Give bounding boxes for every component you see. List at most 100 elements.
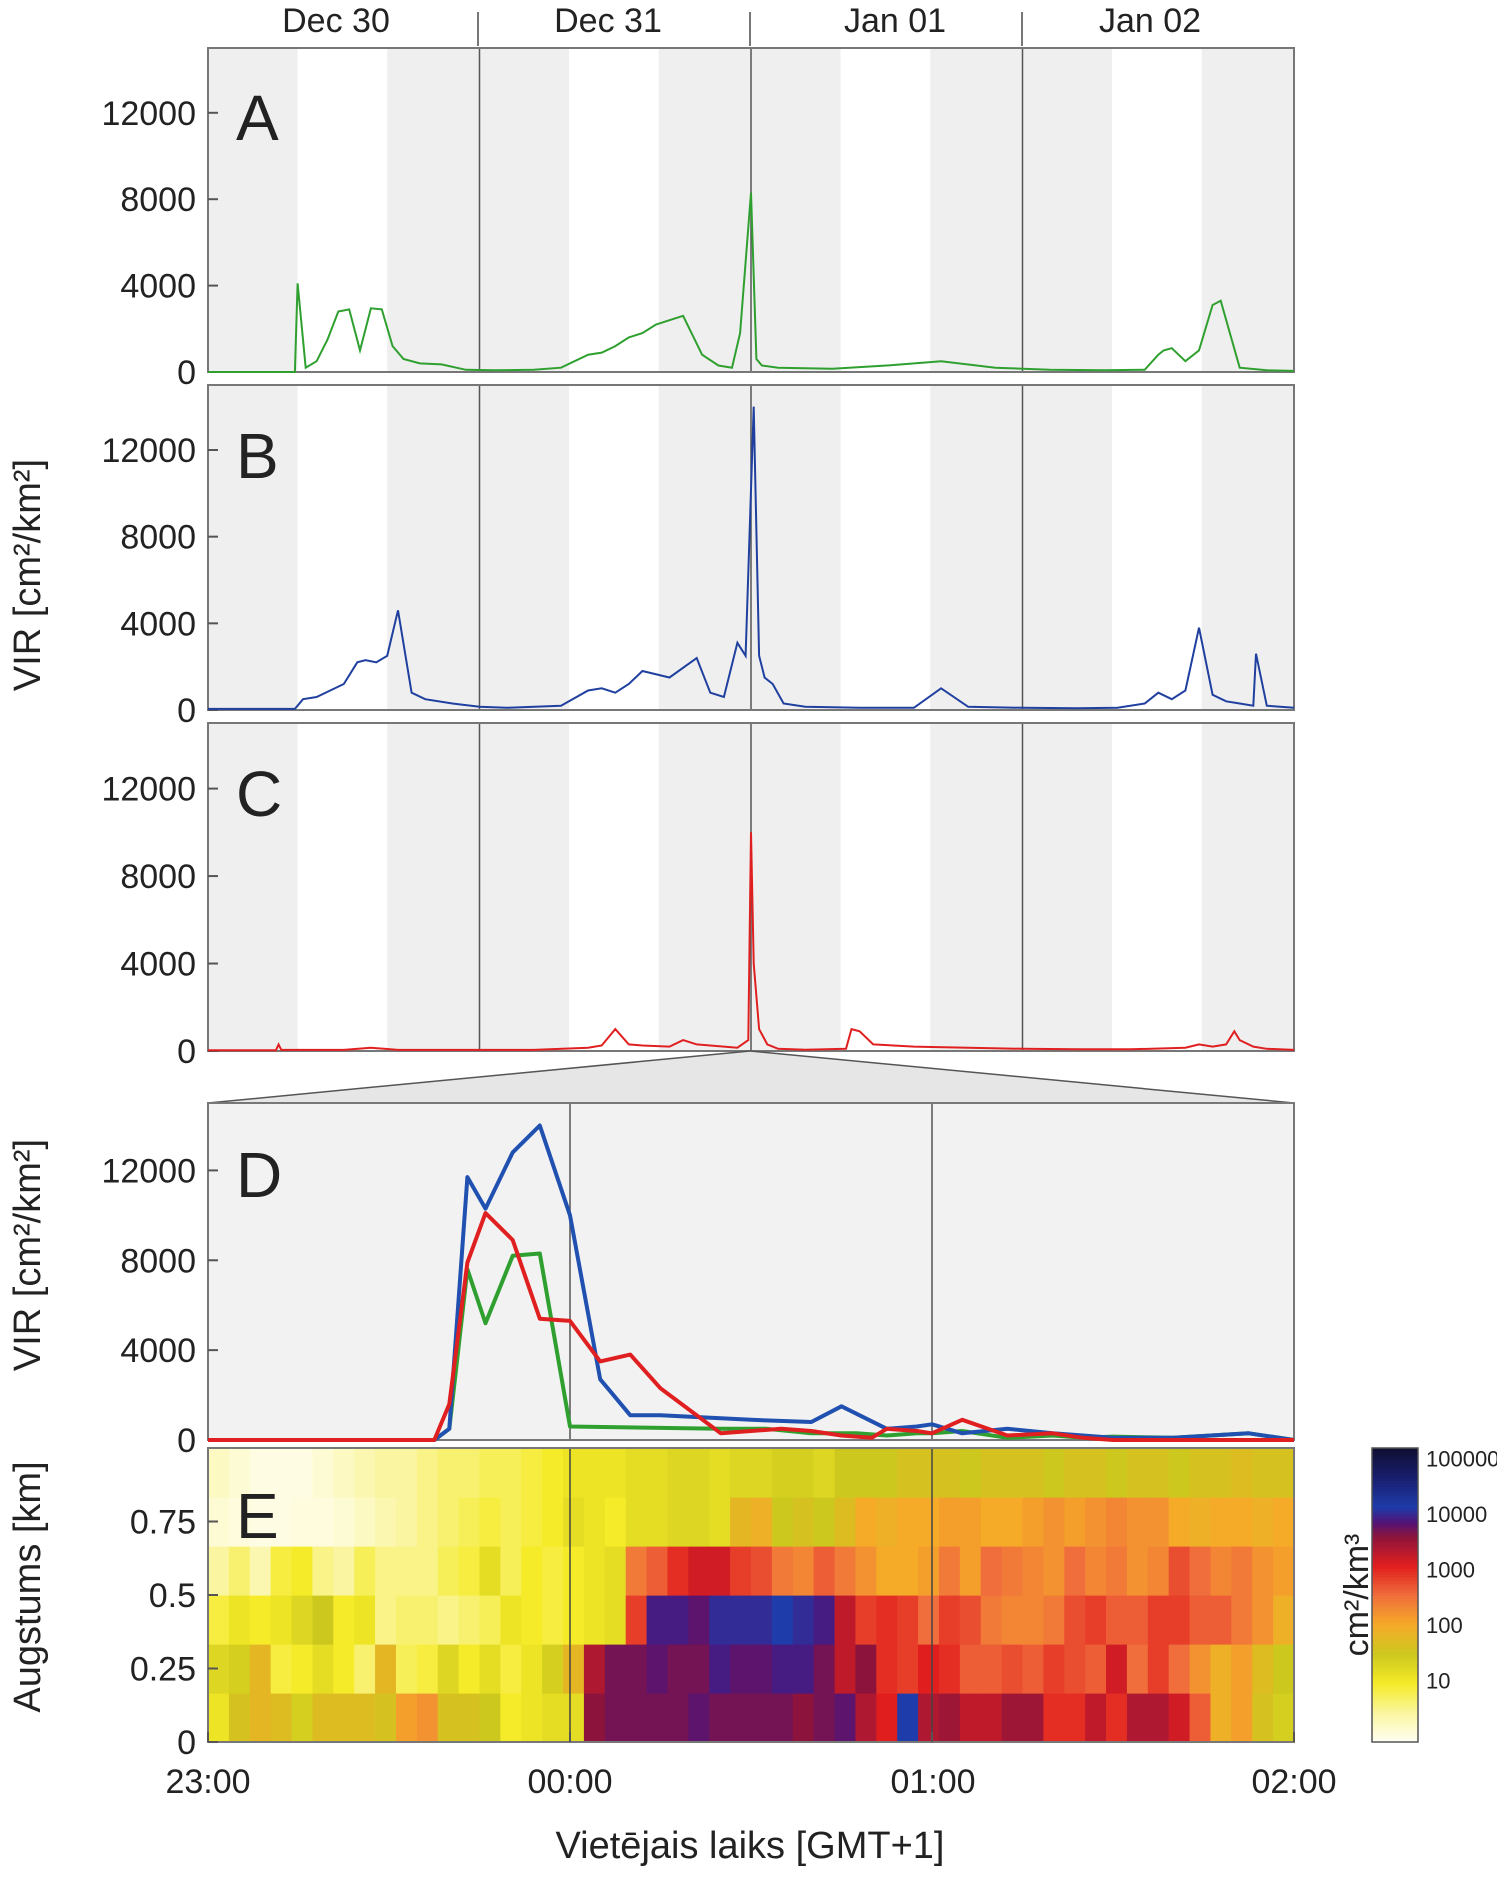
panel-letter: E — [236, 1480, 279, 1552]
heatmap-cell — [1231, 1497, 1253, 1547]
heatmap-cell — [730, 1693, 752, 1743]
heatmap-cell — [1210, 1497, 1232, 1547]
heatmap-cell — [876, 1693, 898, 1743]
heatmap-cell — [1043, 1497, 1065, 1547]
heatmap-cell — [1106, 1448, 1128, 1498]
colorbar-segment — [1372, 1545, 1418, 1549]
heatmap-cell — [1189, 1546, 1212, 1596]
heatmap-cell — [1106, 1595, 1128, 1645]
heatmap-cell — [395, 1644, 418, 1694]
heatmap-cell — [437, 1497, 460, 1547]
heatmap-cell — [437, 1644, 460, 1694]
heatmap-cell — [563, 1448, 585, 1498]
heatmap-cell — [709, 1448, 731, 1498]
heatmap-cell — [1189, 1497, 1212, 1547]
night-band — [751, 723, 841, 1051]
heatmap-cell — [583, 1693, 606, 1743]
y-tick-label: 4000 — [120, 605, 196, 643]
heatmap-cell — [959, 1448, 982, 1498]
heatmap-cell — [375, 1546, 397, 1596]
y-tick-label: 0.25 — [130, 1651, 196, 1689]
series-line — [208, 1211, 1294, 1442]
heatmap-cell — [354, 1448, 376, 1498]
heatmap-cell — [479, 1546, 501, 1596]
day-label-dec31: Dec 31 — [554, 2, 662, 40]
heatmap-cell — [938, 1497, 961, 1547]
colorbar-label: cm²/km³ — [1338, 1534, 1376, 1657]
heatmap-cell — [395, 1693, 418, 1743]
colorbar-segment — [1372, 1650, 1418, 1655]
y-tick-label: 8000 — [120, 858, 196, 896]
colorbar-segment — [1372, 1583, 1418, 1587]
heatmap-cell — [625, 1448, 648, 1498]
colorbar-segment — [1372, 1477, 1418, 1481]
heatmap-cell — [980, 1546, 1003, 1596]
heatmap-cell — [1022, 1546, 1044, 1596]
heatmap-cell — [416, 1448, 439, 1498]
colorbar-segment — [1372, 1668, 1418, 1673]
heatmap-cell — [1043, 1595, 1065, 1645]
colorbar-segment — [1372, 1644, 1418, 1649]
heatmap-cell — [395, 1595, 418, 1645]
heatmap-cell — [500, 1644, 522, 1694]
heatmap-cell — [1231, 1644, 1253, 1694]
heatmap-cell — [959, 1595, 982, 1645]
heatmap-cell — [500, 1448, 522, 1498]
heatmap-cell — [1189, 1448, 1212, 1498]
heatmap-cell — [918, 1693, 940, 1743]
heatmap-cell — [312, 1595, 334, 1645]
heatmap-cell — [416, 1644, 439, 1694]
heatmap-cell — [959, 1644, 982, 1694]
heatmap-cell — [1001, 1497, 1024, 1547]
colorbar-segment — [1372, 1686, 1418, 1690]
heatmap-cell — [897, 1448, 919, 1498]
heatmap-cell — [563, 1693, 585, 1743]
heatmap-cell — [876, 1546, 898, 1596]
heatmap-cell — [709, 1595, 731, 1645]
heatmap-cell — [521, 1693, 543, 1743]
panel-b: 0 4000 8000 12000 B — [101, 384, 1295, 730]
y-tick-label: 12000 — [101, 771, 196, 809]
colorbar-segment — [1372, 1547, 1418, 1552]
heatmap-cell — [228, 1497, 251, 1547]
series-line — [208, 832, 1295, 1052]
heatmap-cell — [1085, 1693, 1107, 1743]
heatmap-cell — [1252, 1448, 1274, 1498]
heatmap-cell — [437, 1595, 460, 1645]
heatmap-cell — [395, 1497, 418, 1547]
colorbar-segment — [1372, 1521, 1418, 1526]
heatmap-cell — [1126, 1644, 1149, 1694]
heatmap-cell — [625, 1595, 648, 1645]
heatmap-cell — [583, 1595, 606, 1645]
heatmap-cell — [1210, 1595, 1232, 1645]
heatmap-cell — [751, 1448, 773, 1498]
night-band — [1022, 385, 1113, 710]
colorbar-segment — [1372, 1721, 1418, 1725]
colorbar-segment — [1372, 1465, 1418, 1470]
heatmap-cell — [1210, 1644, 1232, 1694]
panel-e: 0 0.25 0.5 0.75 E — [130, 1447, 1295, 1762]
heatmap-cell — [604, 1644, 627, 1694]
heatmap-cell — [709, 1693, 731, 1743]
colorbar-segment — [1372, 1656, 1418, 1661]
heatmap-cell — [542, 1546, 564, 1596]
heatmap-cell — [333, 1546, 355, 1596]
heatmap-cell — [604, 1595, 627, 1645]
colorbar-segment — [1372, 1500, 1418, 1505]
y-tick-label: 12000 — [101, 95, 196, 133]
heatmap-cell — [333, 1448, 355, 1498]
heatmap-cell — [208, 1546, 230, 1596]
heatmap-cell — [1231, 1546, 1253, 1596]
colorbar-segment — [1372, 1595, 1418, 1599]
colorbar-segment — [1372, 1659, 1418, 1664]
colorbar-segment — [1372, 1680, 1418, 1684]
heatmap-cell — [709, 1644, 731, 1694]
heatmap-cell — [416, 1693, 439, 1743]
heatmap-cell — [1064, 1546, 1086, 1596]
heatmap-cell — [458, 1644, 481, 1694]
heatmap-cell — [479, 1644, 501, 1694]
night-band — [479, 48, 570, 372]
heatmap-cell — [542, 1595, 564, 1645]
heatmap-cell — [667, 1546, 689, 1596]
